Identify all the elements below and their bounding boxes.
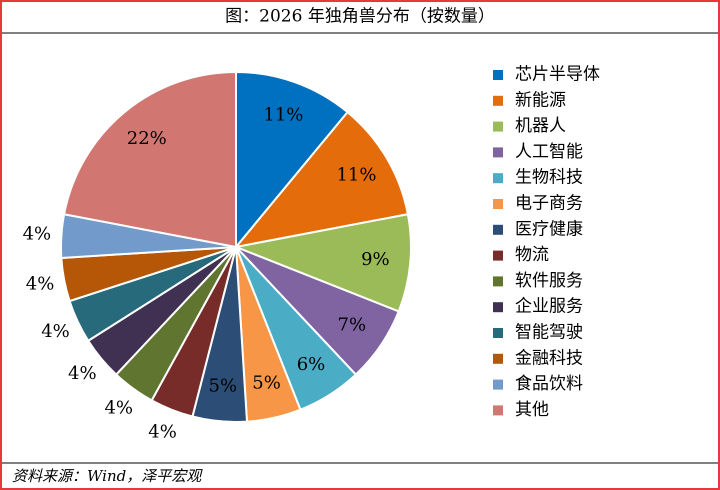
- legend-label: 企业服务: [515, 297, 583, 317]
- legend-swatch: [493, 147, 503, 158]
- legend-label: 新能源: [515, 90, 566, 110]
- legend-swatch: [493, 70, 503, 80]
- value-label: 22%: [127, 128, 167, 149]
- pie-slice: [235, 70, 349, 250]
- value-label: 11%: [336, 165, 376, 186]
- value-label: 4%: [104, 397, 133, 418]
- source: 资料来源：Wind，泽平宏观: [12, 467, 203, 485]
- value-label: 7%: [338, 315, 367, 336]
- value-label: 11%: [263, 104, 303, 125]
- legend-swatch: [493, 328, 503, 338]
- value-label: 9%: [361, 249, 390, 270]
- legend-label: 食品饮料: [515, 374, 583, 394]
- legend-swatch: [493, 379, 503, 390]
- legend-label: 其他: [515, 400, 549, 420]
- pie-slice: [233, 110, 410, 249]
- legend-swatch: [493, 199, 503, 209]
- legend-swatch: [493, 250, 503, 261]
- legend-label: 生物科技: [515, 168, 583, 188]
- pie-slice: [232, 213, 412, 313]
- legend-swatch: [493, 353, 503, 364]
- legend-label: 金融科技: [515, 348, 583, 368]
- value-label: 5%: [252, 373, 281, 394]
- legend-label: 芯片半导体: [515, 65, 600, 85]
- legend-label: 智能驾驶: [515, 323, 583, 343]
- chart-title: 图：2026 年独角兽分布（按数量）: [225, 7, 495, 27]
- legend-label: 人工智能: [515, 142, 583, 162]
- legend-swatch: [493, 173, 503, 184]
- legend-swatch: [493, 276, 503, 287]
- value-label: 4%: [23, 223, 52, 244]
- pie-slice: [62, 70, 237, 249]
- legend-label: 电子商务: [515, 194, 583, 214]
- value-label: 4%: [148, 421, 177, 442]
- legend-swatch: [493, 121, 503, 132]
- value-label: 6%: [297, 354, 326, 375]
- value-label: 4%: [41, 321, 70, 342]
- legend-label: 机器人: [515, 116, 566, 136]
- legend-swatch: [493, 95, 503, 106]
- value-label: 5%: [209, 375, 238, 396]
- legend-swatch: [493, 224, 503, 235]
- legend-label: 物流: [515, 245, 549, 265]
- value-label: 4%: [68, 363, 97, 384]
- legend-swatch: [493, 405, 503, 416]
- legend-label: 医疗健康: [515, 219, 583, 239]
- legend-label: 软件服务: [515, 271, 583, 291]
- legend-swatch: [493, 302, 503, 313]
- value-label: 4%: [26, 273, 55, 294]
